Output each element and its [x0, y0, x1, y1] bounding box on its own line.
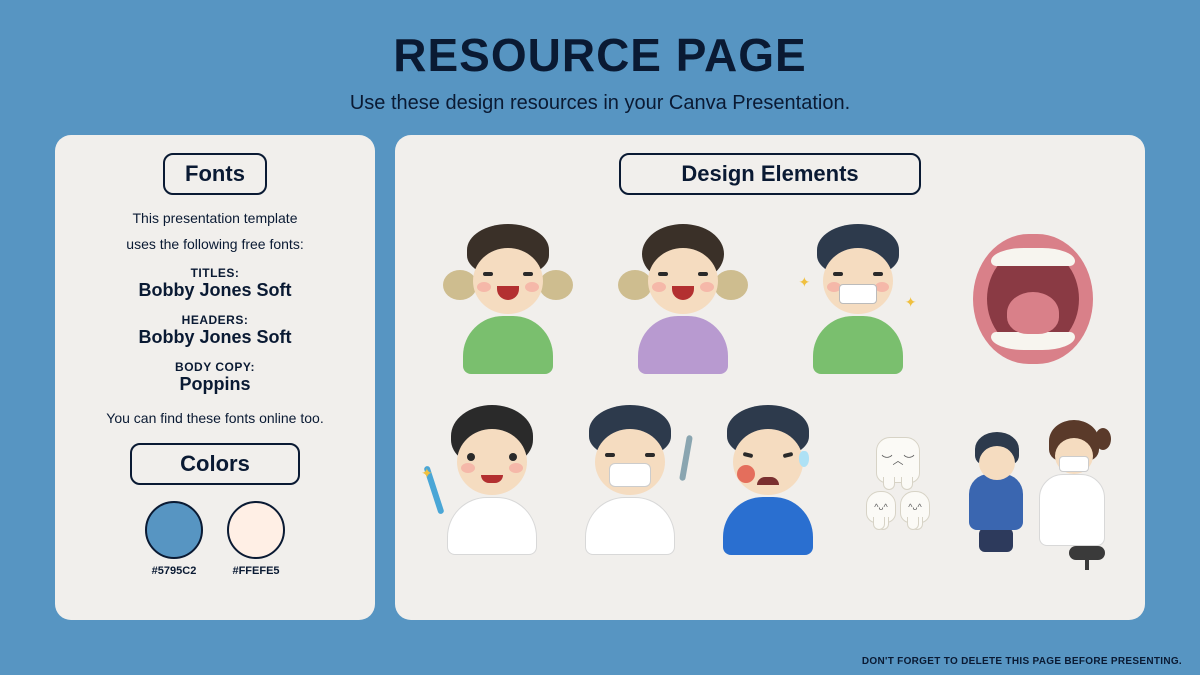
color-swatches: #5795C2 #FFEFE5: [73, 501, 357, 577]
illustration-tooth-characters: ︶︿︶ ^ᴗ^ ^ᴗ^: [841, 395, 955, 565]
fonts-colors-panel: Fonts This presentation template uses th…: [55, 135, 375, 620]
headers-font: Bobby Jones Soft: [73, 327, 357, 348]
page-title: RESOURCE PAGE: [0, 28, 1200, 82]
swatch-2-circle: [227, 501, 285, 559]
design-elements-panel: Design Elements: [395, 135, 1145, 620]
illustration-dentist-treating-child: [963, 395, 1113, 565]
swatch-1-label: #5795C2: [145, 565, 203, 577]
swatch-1-circle: [145, 501, 203, 559]
fonts-intro-1: This presentation template: [73, 209, 357, 229]
titles-font: Bobby Jones Soft: [73, 280, 357, 301]
header: RESOURCE PAGE Use these design resources…: [0, 0, 1200, 115]
titles-label: TITLES:: [73, 266, 357, 280]
swatch-2: #FFEFE5: [227, 501, 285, 577]
body-label: BODY COPY:: [73, 360, 357, 374]
illustration-female-dentist: ✦: [427, 395, 557, 565]
content-row: Fonts This presentation template uses th…: [0, 115, 1200, 620]
swatch-2-label: #FFEFE5: [227, 565, 285, 577]
fonts-intro-2: uses the following free fonts:: [73, 235, 357, 255]
colors-heading: Colors: [130, 443, 300, 485]
headers-label: HEADERS:: [73, 313, 357, 327]
swatch-1: #5795C2: [145, 501, 203, 577]
illustration-boy-bad-breath: [427, 219, 588, 379]
elements-row-2: ✦: [413, 389, 1127, 571]
illustration-male-dentist-mask: [565, 395, 695, 565]
page-subtitle: Use these design resources in your Canva…: [0, 92, 1200, 115]
fonts-heading: Fonts: [163, 153, 267, 195]
elements-row-1: ✦ ✦: [413, 209, 1127, 389]
illustration-girl-bad-breath: [602, 219, 763, 379]
illustration-boy-toothache: [703, 395, 833, 565]
fonts-outro: You can find these fonts online too.: [73, 409, 357, 429]
body-font: Poppins: [73, 374, 357, 395]
illustration-boy-clean-teeth: ✦ ✦: [777, 219, 938, 379]
footer-warning: DON'T FORGET TO DELETE THIS PAGE BEFORE …: [862, 656, 1182, 667]
elements-heading: Design Elements: [619, 153, 920, 195]
illustration-mouth-anatomy: [952, 219, 1113, 379]
